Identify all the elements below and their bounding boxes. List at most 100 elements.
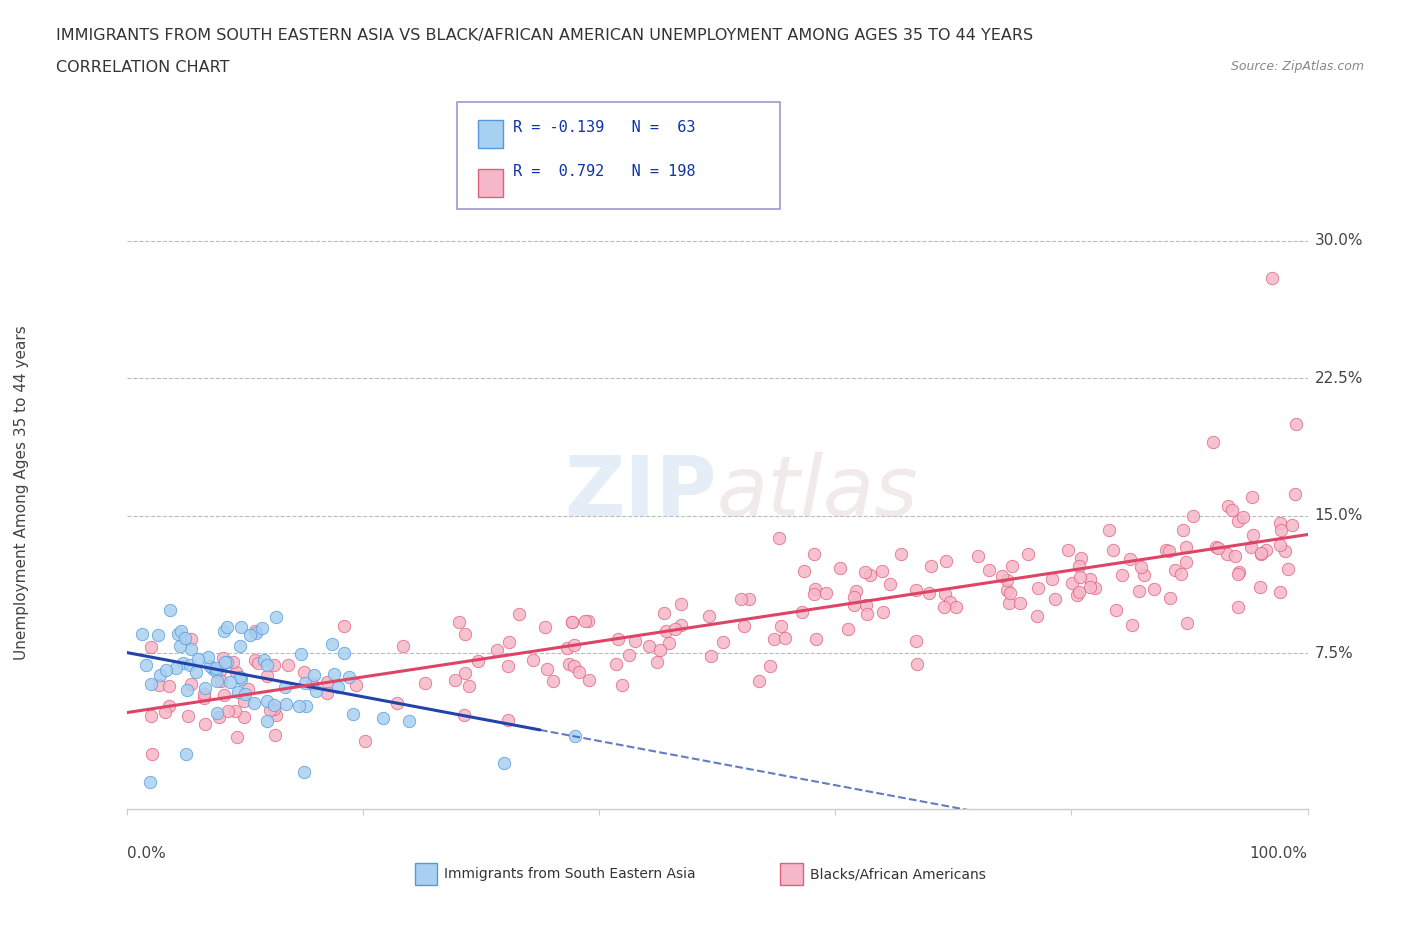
Point (1069, 585, 1091, 600)
Point (229, 670, 252, 684)
Point (173, 631, 195, 645)
Point (790, 604, 813, 619)
Point (648, 643, 671, 658)
Point (141, 709, 163, 724)
Point (201, 662, 224, 677)
Point (806, 631, 828, 646)
Point (773, 631, 796, 646)
Point (1008, 596, 1031, 611)
Point (669, 597, 692, 612)
Point (1256, 542, 1278, 557)
Point (828, 561, 851, 576)
Point (246, 656, 269, 671)
Point (443, 672, 465, 687)
Point (1232, 510, 1254, 525)
Point (146, 628, 169, 643)
Point (522, 652, 544, 667)
Point (619, 647, 641, 662)
Point (920, 559, 942, 574)
Point (1128, 583, 1150, 598)
Point (967, 549, 990, 564)
Point (842, 597, 865, 612)
Point (932, 600, 955, 615)
Point (204, 664, 226, 679)
Point (654, 605, 676, 620)
Point (225, 729, 247, 744)
Point (1277, 562, 1299, 577)
Point (1226, 600, 1249, 615)
Point (242, 696, 264, 711)
Point (699, 649, 721, 664)
Point (770, 618, 793, 633)
Point (172, 656, 194, 671)
Point (1227, 566, 1250, 581)
Point (226, 684, 249, 699)
Point (398, 713, 420, 728)
Point (697, 609, 720, 624)
Point (1098, 523, 1121, 538)
Point (938, 594, 960, 609)
Point (148, 677, 170, 692)
Point (229, 671, 252, 686)
Point (763, 631, 786, 646)
Text: IMMIGRANTS FROM SOUTH EASTERN ASIA VS BLACK/AFRICAN AMERICAN UNEMPLOYMENT AMONG : IMMIGRANTS FROM SOUTH EASTERN ASIA VS BL… (56, 28, 1033, 43)
Point (485, 643, 508, 658)
Point (855, 597, 877, 612)
Point (1084, 580, 1107, 595)
Point (995, 582, 1018, 597)
Point (208, 663, 231, 678)
Point (1171, 523, 1194, 538)
Point (1268, 516, 1291, 531)
Point (333, 646, 356, 661)
Point (498, 634, 520, 649)
Point (253, 653, 276, 668)
Point (232, 693, 254, 708)
Point (295, 698, 318, 713)
Point (870, 565, 893, 579)
Point (890, 547, 912, 562)
Point (1017, 547, 1039, 562)
Point (221, 655, 243, 670)
Point (1057, 543, 1080, 558)
Point (256, 669, 278, 684)
Point (658, 635, 681, 650)
Point (562, 638, 585, 653)
Point (1157, 543, 1180, 558)
Point (1284, 486, 1306, 501)
Point (793, 564, 815, 578)
Point (904, 583, 927, 598)
Point (187, 651, 209, 666)
Point (194, 681, 217, 696)
Point (1274, 543, 1296, 558)
Point (1250, 547, 1272, 562)
Point (997, 572, 1019, 587)
Point (148, 668, 170, 683)
Point (290, 646, 312, 661)
Point (560, 615, 582, 630)
Point (239, 628, 262, 643)
Point (263, 698, 285, 712)
Point (1159, 591, 1181, 605)
Point (1270, 584, 1292, 599)
Text: CORRELATION CHART: CORRELATION CHART (56, 60, 229, 75)
Point (1026, 609, 1049, 624)
Point (458, 678, 481, 693)
Point (392, 639, 415, 654)
Point (229, 620, 252, 635)
Point (759, 658, 782, 673)
Point (180, 677, 202, 692)
Point (904, 633, 927, 648)
Point (264, 727, 287, 742)
Point (1118, 551, 1140, 566)
Text: atlas: atlas (717, 452, 918, 534)
Point (292, 664, 315, 679)
Point (229, 639, 252, 654)
Point (979, 563, 1001, 578)
Text: R =  0.792   N = 198: R = 0.792 N = 198 (513, 164, 696, 179)
Point (541, 673, 564, 688)
Point (1268, 538, 1291, 552)
Point (245, 624, 267, 639)
Point (209, 673, 232, 688)
Point (733, 618, 755, 633)
Point (1261, 270, 1284, 285)
